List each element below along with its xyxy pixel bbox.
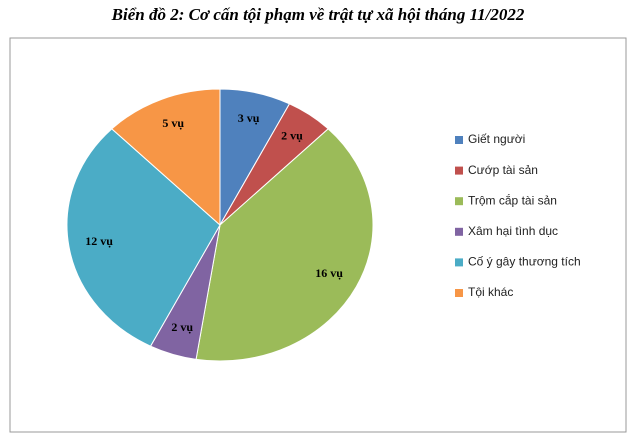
- legend-swatch: [455, 136, 463, 144]
- legend-label: Cướp tài sản: [468, 163, 538, 177]
- pie-slice: [66, 128, 221, 347]
- legend-label: Trộm cắp tài sản: [468, 192, 557, 207]
- legend-label: Xâm hại tình dục: [468, 224, 558, 238]
- value-label: 2 vụ: [281, 129, 303, 143]
- pie-slice: [111, 88, 221, 227]
- legend-swatch: [455, 166, 463, 175]
- value-label: 3 vụ: [238, 111, 260, 125]
- value-label: 16 vụ: [315, 266, 343, 280]
- pie-slice: [195, 128, 374, 362]
- legend-swatch: [455, 197, 463, 206]
- chart-title: Biển đồ 2: Cơ cấn tội phạm về trật tự xã…: [111, 5, 525, 24]
- legend-label: Tội khác: [468, 285, 513, 299]
- legend-label: Cố ý gây thương tích: [468, 255, 581, 269]
- legend-swatch: [455, 227, 463, 236]
- legend-swatch: [455, 258, 463, 267]
- value-label: 12 vụ: [85, 234, 113, 248]
- legend-label: Giết người: [468, 132, 525, 146]
- chart-frame: [9, 37, 627, 433]
- legend-swatch: [455, 289, 463, 297]
- value-label: 5 vụ: [162, 116, 184, 130]
- value-label: 2 vụ: [171, 320, 193, 334]
